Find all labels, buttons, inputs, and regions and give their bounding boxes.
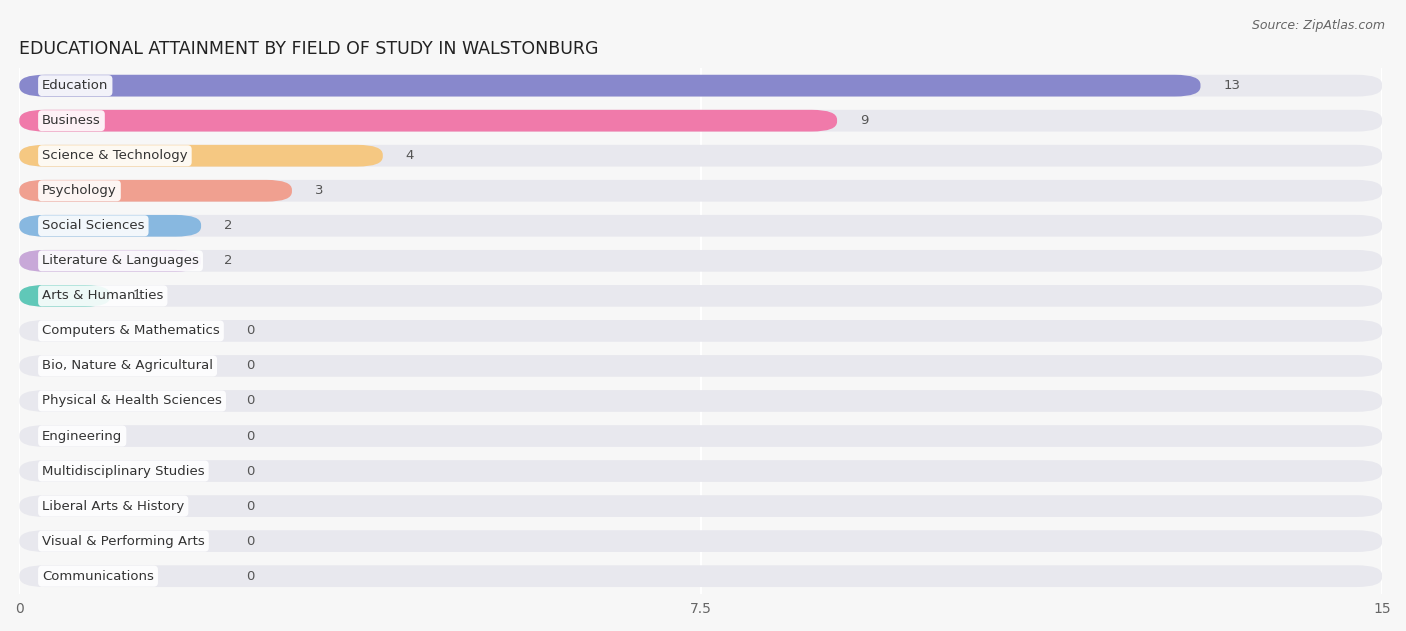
FancyBboxPatch shape	[20, 180, 1382, 202]
FancyBboxPatch shape	[20, 250, 1382, 272]
Text: 0: 0	[246, 534, 254, 548]
Text: Source: ZipAtlas.com: Source: ZipAtlas.com	[1251, 19, 1385, 32]
Text: Business: Business	[42, 114, 101, 127]
Text: Psychology: Psychology	[42, 184, 117, 198]
FancyBboxPatch shape	[20, 285, 110, 307]
Text: Communications: Communications	[42, 570, 155, 582]
Text: 0: 0	[246, 430, 254, 442]
FancyBboxPatch shape	[20, 320, 1382, 342]
Text: EDUCATIONAL ATTAINMENT BY FIELD OF STUDY IN WALSTONBURG: EDUCATIONAL ATTAINMENT BY FIELD OF STUDY…	[20, 40, 599, 58]
Text: Social Sciences: Social Sciences	[42, 220, 145, 232]
Text: Science & Technology: Science & Technology	[42, 149, 188, 162]
Text: Education: Education	[42, 79, 108, 92]
FancyBboxPatch shape	[20, 355, 1382, 377]
FancyBboxPatch shape	[20, 75, 1382, 97]
FancyBboxPatch shape	[20, 145, 382, 167]
Text: 3: 3	[315, 184, 323, 198]
Text: Liberal Arts & History: Liberal Arts & History	[42, 500, 184, 512]
FancyBboxPatch shape	[20, 180, 292, 202]
FancyBboxPatch shape	[20, 285, 1382, 307]
Text: Engineering: Engineering	[42, 430, 122, 442]
Text: 0: 0	[246, 360, 254, 372]
FancyBboxPatch shape	[20, 425, 1382, 447]
FancyBboxPatch shape	[20, 110, 837, 131]
FancyBboxPatch shape	[20, 495, 1382, 517]
Text: Visual & Performing Arts: Visual & Performing Arts	[42, 534, 205, 548]
Text: Bio, Nature & Agricultural: Bio, Nature & Agricultural	[42, 360, 214, 372]
Text: Multidisciplinary Studies: Multidisciplinary Studies	[42, 464, 205, 478]
Text: Physical & Health Sciences: Physical & Health Sciences	[42, 394, 222, 408]
Text: Arts & Humanities: Arts & Humanities	[42, 290, 163, 302]
Text: 0: 0	[246, 500, 254, 512]
FancyBboxPatch shape	[20, 110, 1382, 131]
Text: 0: 0	[246, 324, 254, 338]
FancyBboxPatch shape	[20, 250, 201, 272]
FancyBboxPatch shape	[20, 530, 1382, 552]
Text: 1: 1	[134, 290, 142, 302]
Text: Computers & Mathematics: Computers & Mathematics	[42, 324, 219, 338]
FancyBboxPatch shape	[20, 460, 1382, 482]
Text: 2: 2	[224, 220, 232, 232]
Text: Literature & Languages: Literature & Languages	[42, 254, 200, 268]
Text: 2: 2	[224, 254, 232, 268]
FancyBboxPatch shape	[20, 145, 1382, 167]
Text: 0: 0	[246, 464, 254, 478]
FancyBboxPatch shape	[20, 215, 1382, 237]
FancyBboxPatch shape	[20, 215, 201, 237]
Text: 0: 0	[246, 570, 254, 582]
FancyBboxPatch shape	[20, 75, 1201, 97]
FancyBboxPatch shape	[20, 565, 1382, 587]
Text: 9: 9	[860, 114, 868, 127]
Text: 0: 0	[246, 394, 254, 408]
Text: 4: 4	[405, 149, 413, 162]
Text: 13: 13	[1223, 79, 1240, 92]
FancyBboxPatch shape	[20, 390, 1382, 412]
